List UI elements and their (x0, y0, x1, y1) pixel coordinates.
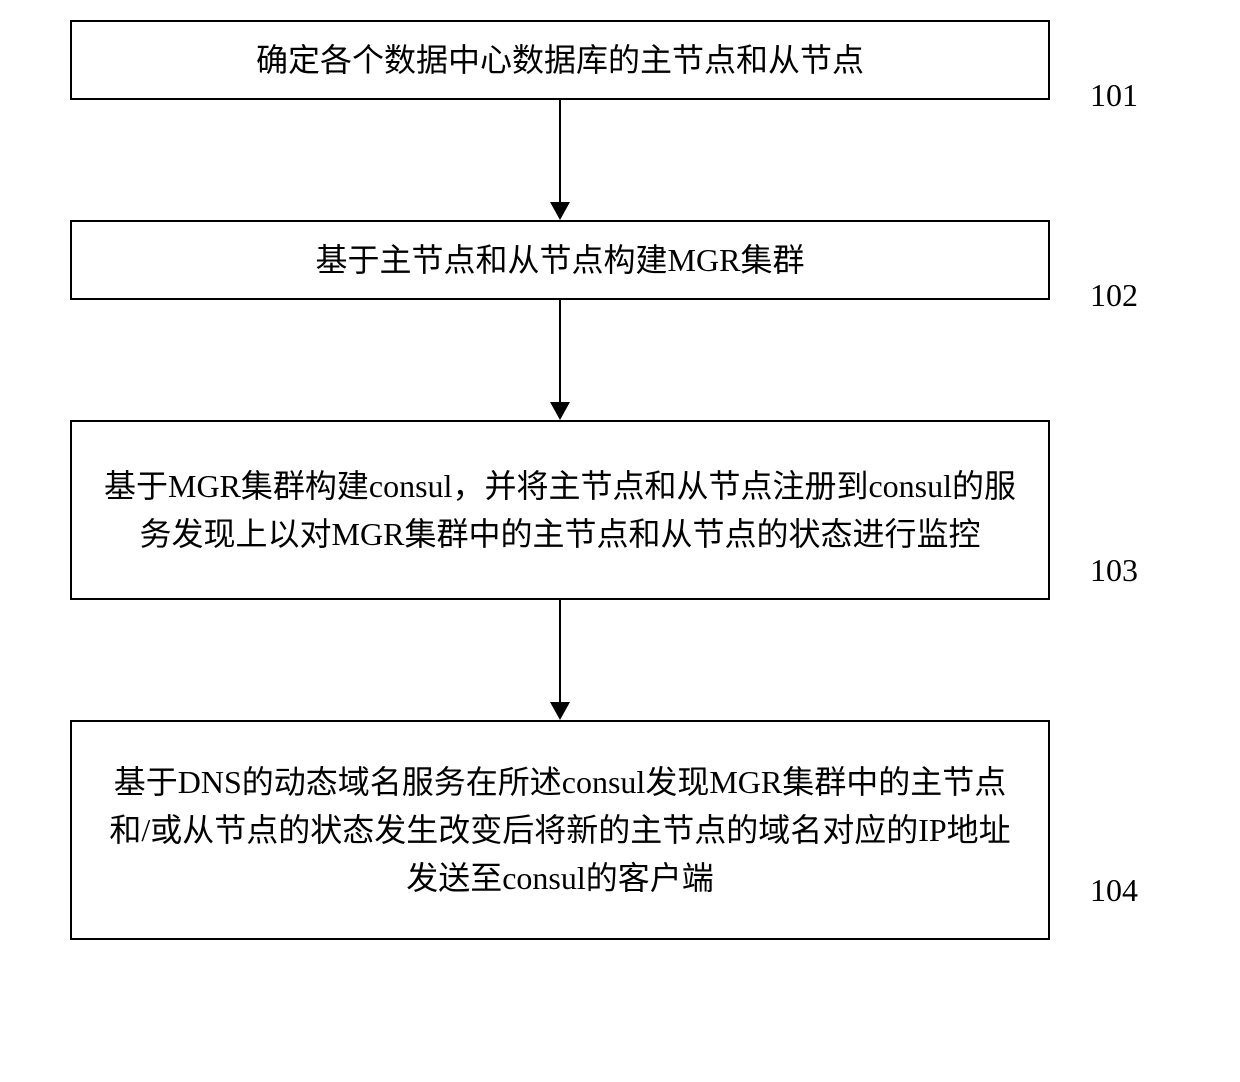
flowchart-container: 确定各个数据中心数据库的主节点和从节点 101 基于主节点和从节点构建MGR集群… (70, 20, 1170, 940)
arrow-2 (550, 402, 570, 420)
step-box-2: 基于主节点和从节点构建MGR集群 102 (70, 220, 1050, 300)
step-label-2: 102 (1090, 277, 1138, 314)
connector-line-1 (559, 100, 561, 205)
connector-1 (70, 100, 1050, 220)
step-label-4: 104 (1090, 872, 1138, 909)
arrow-1 (550, 202, 570, 220)
step-label-3: 103 (1090, 552, 1138, 589)
connector-line-3 (559, 600, 561, 705)
step-text-4: 基于DNS的动态域名服务在所述consul发现MGR集群中的主节点和/或从节点的… (102, 758, 1018, 902)
step-text-1: 确定各个数据中心数据库的主节点和从节点 (256, 36, 864, 84)
step-label-1: 101 (1090, 77, 1138, 114)
arrow-3 (550, 702, 570, 720)
connector-line-2 (559, 300, 561, 405)
connector-3 (70, 600, 1050, 720)
step-text-3: 基于MGR集群构建consul，并将主节点和从节点注册到consul的服务发现上… (102, 462, 1018, 558)
step-text-2: 基于主节点和从节点构建MGR集群 (316, 236, 805, 284)
connector-2 (70, 300, 1050, 420)
step-box-4: 基于DNS的动态域名服务在所述consul发现MGR集群中的主节点和/或从节点的… (70, 720, 1050, 940)
step-box-3: 基于MGR集群构建consul，并将主节点和从节点注册到consul的服务发现上… (70, 420, 1050, 600)
step-box-1: 确定各个数据中心数据库的主节点和从节点 101 (70, 20, 1050, 100)
